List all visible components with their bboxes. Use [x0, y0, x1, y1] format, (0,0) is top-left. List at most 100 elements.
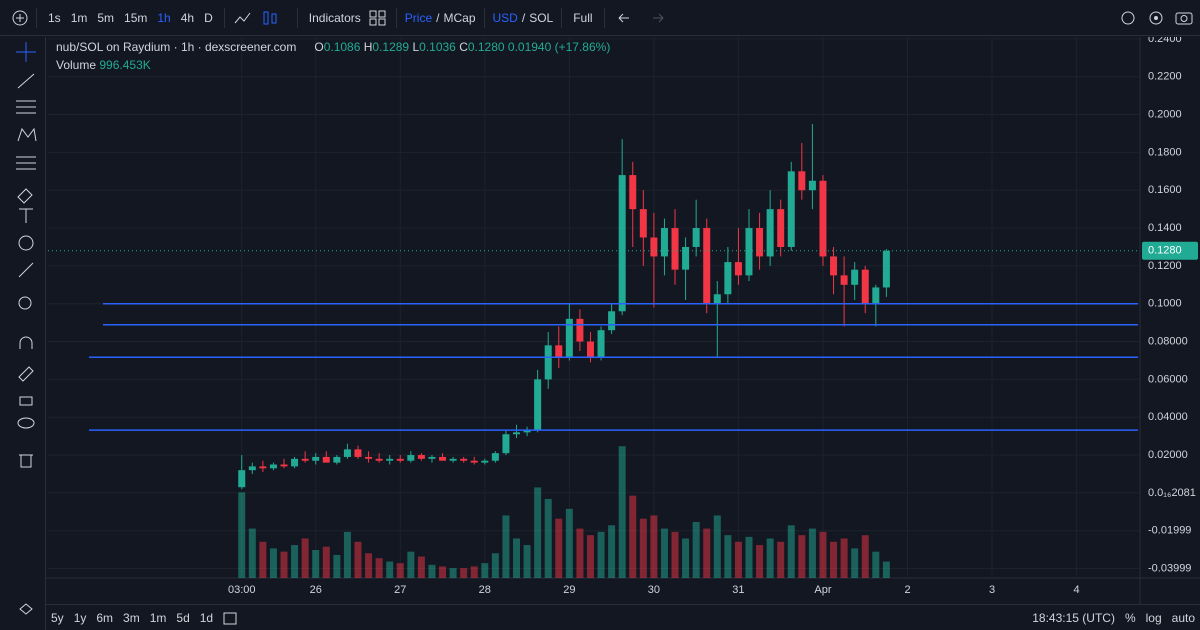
chart-title: nub/SOL on Raydium · 1h · dexscreener.co…: [56, 40, 297, 54]
forecast-tool[interactable]: [16, 156, 36, 170]
chart-style-icons[interactable]: [231, 8, 291, 28]
chart-legend: nub/SOL on Raydium · 1h · dexscreener.co…: [56, 40, 610, 72]
candle-body: [396, 458, 404, 461]
candle-body: [777, 209, 785, 247]
candle-body: [470, 460, 478, 463]
volume-bar: [534, 487, 542, 578]
close-value: 0.1280: [467, 40, 505, 54]
candle-body: [808, 180, 816, 191]
x-tick-label: 31: [732, 584, 744, 596]
layers-tool[interactable]: [19, 603, 33, 615]
sol-toggle[interactable]: SOL: [529, 10, 554, 25]
candle-body: [523, 430, 531, 433]
volume-bar: [830, 541, 838, 578]
candle-body: [692, 228, 700, 247]
candle-body: [639, 209, 647, 238]
volume-bar: [481, 563, 489, 578]
volume-bar: [851, 548, 859, 578]
y-tick-label: 0.06000: [1148, 373, 1188, 385]
undo-redo[interactable]: [611, 8, 671, 28]
volume-bar: [396, 563, 404, 578]
range-button[interactable]: 5d: [176, 610, 190, 625]
interval-button[interactable]: D: [204, 10, 213, 25]
templates-icon[interactable]: [366, 8, 390, 28]
brush-tool[interactable]: [17, 188, 33, 204]
volume-bar: [798, 535, 806, 578]
magnet-tool[interactable]: [19, 336, 33, 349]
volume-bar: [671, 531, 679, 578]
y-tick-label: -0.03999: [1148, 562, 1191, 574]
lock-tool[interactable]: [19, 396, 33, 406]
fib-tool[interactable]: [16, 100, 36, 114]
candle-body: [819, 180, 827, 257]
volume-bar: [417, 556, 425, 578]
crosshair-tool[interactable]: [16, 42, 36, 62]
add-icon[interactable]: [0, 8, 30, 28]
volume-bar: [523, 545, 531, 578]
volume-bar: [301, 538, 309, 578]
range-button[interactable]: 1d: [199, 610, 214, 625]
y-tick-label: 0.1800: [1148, 146, 1182, 158]
candle-body: [407, 455, 415, 461]
usd-toggle[interactable]: USD: [492, 10, 518, 25]
interval-button[interactable]: 5m: [97, 10, 115, 25]
settings-icons[interactable]: [1110, 8, 1200, 28]
volume-bar: [692, 522, 700, 578]
candle-body: [280, 464, 288, 467]
low-label: L: [412, 40, 420, 54]
candle-body: [703, 228, 711, 304]
y-tick-label: -0.01999: [1148, 525, 1191, 537]
ruler-tool[interactable]: [18, 262, 34, 278]
candle-body: [365, 456, 373, 459]
log-toggle[interactable]: log: [1145, 610, 1162, 625]
range-button[interactable]: 6m: [96, 610, 114, 625]
volume-bar: [322, 546, 330, 578]
candle-body: [861, 269, 869, 304]
indicators-button[interactable]: Indicators: [308, 10, 361, 25]
volume-bar: [808, 528, 816, 578]
interval-button[interactable]: 1h: [157, 10, 171, 25]
y-tick-label: 0.04000: [1148, 411, 1188, 423]
candle-body: [724, 262, 732, 295]
date-range-icon[interactable]: [218, 608, 242, 628]
volume-bar: [386, 561, 394, 578]
interval-group: 1s 1m 5m 15m 1h 4h D: [43, 11, 218, 25]
ohlc: O0.1086 H0.1289 L0.1036 C0.1280 0.01940 …: [314, 40, 610, 54]
range-button[interactable]: 1m: [149, 610, 167, 625]
price-toggle[interactable]: Price: [404, 10, 433, 25]
volume-bar: [555, 518, 563, 578]
interval-button[interactable]: 1m: [70, 10, 88, 25]
percent-toggle[interactable]: %: [1124, 610, 1136, 625]
interval-button[interactable]: 4h: [180, 10, 195, 25]
x-tick-label: 29: [563, 584, 575, 596]
mcap-toggle[interactable]: MCap: [443, 10, 476, 25]
candle-body: [322, 456, 330, 463]
candle-body: [534, 379, 542, 431]
auto-toggle[interactable]: auto: [1171, 610, 1195, 625]
high-value: 0.1289: [372, 40, 410, 54]
volume-bar: [269, 548, 277, 578]
lock-draw-tool[interactable]: [18, 366, 34, 382]
range-button[interactable]: 1y: [73, 610, 87, 625]
y-tick-label: 0.2400: [1148, 37, 1182, 45]
interval-button[interactable]: 15m: [124, 10, 148, 25]
range-button[interactable]: 3m: [123, 610, 140, 625]
zoom-tool[interactable]: [18, 296, 32, 310]
candle-body: [555, 345, 563, 357]
candle-body: [745, 228, 753, 276]
interval-button[interactable]: 1s: [48, 10, 61, 25]
range-button[interactable]: 5y: [51, 610, 64, 625]
full-button[interactable]: Full: [573, 10, 593, 25]
delete-tool[interactable]: [19, 454, 33, 468]
visibility-tool[interactable]: [17, 417, 35, 429]
emoji-tool[interactable]: [18, 235, 34, 251]
range-group: 5y 1y 6m 3m 1m 5d 1d: [46, 611, 218, 625]
text-tool[interactable]: [19, 208, 33, 223]
pattern-tool[interactable]: [17, 127, 37, 142]
y-tick-label: 0.1400: [1148, 222, 1182, 234]
trendline-tool[interactable]: [17, 73, 35, 89]
candle-body: [439, 456, 447, 461]
candle-body: [312, 456, 320, 461]
candle-body: [291, 458, 299, 467]
